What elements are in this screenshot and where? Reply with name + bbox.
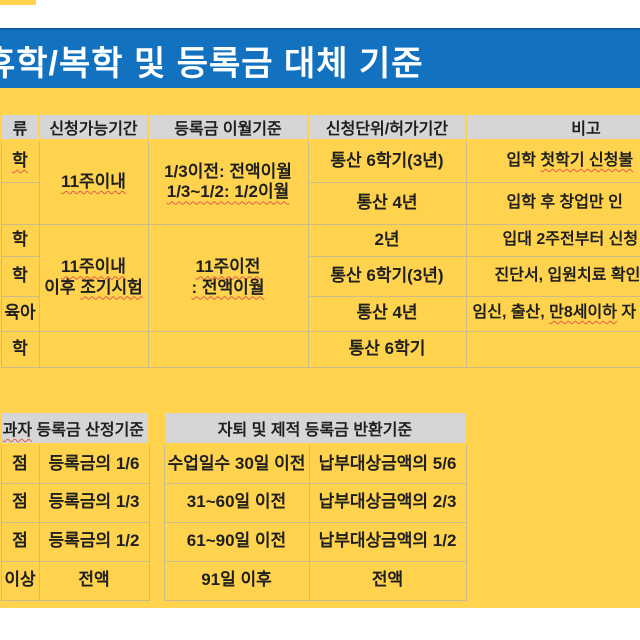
cell-application-period: 11주이내 이후 조기시험	[38, 223, 149, 332]
header-note: 비고	[465, 113, 640, 141]
header-unit-permit-period: 신청단위/허가기간	[307, 113, 467, 141]
leave-return-criteria-table: 류 신청가능기간 등록금 이월기준 신청단위/허가기간 비고 학 11주이내 1…	[0, 113, 640, 368]
cell-type: 학	[0, 223, 40, 257]
cell-tuition-carryover: 1/3이전: 전액이월 1/3~1/2: 1/2이월	[147, 139, 309, 225]
top-yellow-sliver	[0, 0, 36, 5]
table-row: 점 등록금의 1/3	[0, 482, 150, 523]
header-type: 류	[0, 113, 40, 141]
refund-table-title: 자퇴 및 제적 등록금 반환기준	[162, 411, 468, 445]
cell-type: 학	[0, 330, 40, 368]
cell-period: 수업일수 30일 이전	[163, 443, 310, 484]
table-row: 점 등록금의 1/6	[0, 443, 150, 484]
calc-table-title: 과자 등록금 산정기준	[0, 411, 151, 445]
table-row: 수업일수 30일 이전 납부대상금액의 5/6	[163, 443, 467, 484]
cell-type: 학	[0, 255, 40, 297]
tuition-refund-table: 자퇴 및 제적 등록금 반환기준 수업일수 30일 이전 납부대상금액의 5/6…	[162, 411, 468, 601]
cell-note: 입대 2주전부터 신청	[465, 223, 640, 257]
cell-note: 진단서, 입원치료 확인	[465, 255, 640, 297]
cell-refund-amount: 전액	[308, 560, 467, 601]
cell-credit-range: 점	[0, 521, 40, 562]
table-row: 31~60일 이전 납부대상금액의 2/3	[163, 482, 467, 523]
table-row: 61~90일 이전 납부대상금액의 1/2	[163, 521, 467, 562]
table-row: 학 11주이내 이후 조기시험 11주이전 : 전액이월 2년 입대 2주전부터…	[0, 223, 640, 332]
cell-unit: 통산 6학기(3년)	[307, 255, 467, 297]
cell-note: 임신, 출산, 만8세이하 자	[465, 295, 640, 332]
table-header-row: 자퇴 및 제적 등록금 반환기준	[162, 411, 468, 445]
table-row: 점 등록금의 1/2	[0, 521, 150, 562]
cell-period: 61~90일 이전	[163, 521, 310, 562]
header-tuition-carryover: 등록금 이월기준	[147, 113, 309, 141]
table-header-row: 과자 등록금 산정기준	[0, 411, 151, 445]
cell-refund-amount: 납부대상금액의 1/2	[308, 521, 467, 562]
cell-note: 입학 후 창업만 인	[465, 181, 640, 225]
table-row: 학 11주이내 1/3이전: 전액이월 1/3~1/2: 1/2이월 통산 6학…	[0, 139, 640, 225]
cell-unit: 2년	[307, 223, 467, 257]
cell-tuition-carryover: 11주이전 : 전액이월	[147, 223, 309, 332]
cell-period: 91일 이후	[163, 560, 310, 601]
table-header-row: 류 신청가능기간 등록금 이월기준 신청단위/허가기간 비고	[0, 113, 640, 141]
cell-tuition-amount: 등록금의 1/3	[38, 482, 150, 523]
cell-unit: 통산 4년	[307, 181, 467, 225]
cell-type: 육아	[0, 295, 40, 332]
cell-credit-range: 이상	[0, 560, 40, 601]
cell-tuition-amount: 등록금의 1/2	[38, 521, 150, 562]
cell-unit: 통산 4년	[307, 295, 467, 332]
cell-unit: 통산 6학기(3년)	[307, 139, 467, 183]
tuition-calculation-table: 과자 등록금 산정기준 점 등록금의 1/6 점 등록금의 1/3 점 등록금의…	[0, 411, 151, 601]
title-banner: 휴학/복학 및 등록금 대체 기준	[0, 28, 640, 92]
table-row: 이상 전액	[0, 560, 150, 601]
cell-application-period	[38, 330, 149, 368]
cell-type: 학	[0, 139, 40, 183]
cell-credit-range: 점	[0, 482, 40, 523]
cell-tuition-carryover	[147, 330, 309, 368]
table-row: 학 통산 6학기(3년) 진단서, 입원치료 확인	[0, 255, 640, 297]
cell-note	[465, 330, 640, 368]
cell-unit: 통산 6학기	[307, 330, 467, 368]
cell-refund-amount: 납부대상금액의 5/6	[308, 443, 467, 484]
header-application-period: 신청가능기간	[38, 113, 149, 141]
cell-type	[0, 181, 40, 225]
cell-period: 31~60일 이전	[163, 482, 310, 523]
table-row: 육아 통산 4년 임신, 출산, 만8세이하 자	[0, 295, 640, 332]
cell-tuition-amount: 전액	[38, 560, 150, 601]
page-title: 휴학/복학 및 등록금 대체 기준	[0, 44, 424, 83]
cell-note: 입학 첫학기 신청불	[465, 139, 640, 183]
cell-tuition-amount: 등록금의 1/6	[38, 443, 150, 484]
table-row: 학 통산 6학기	[0, 330, 640, 368]
table-row: 91일 이후 전액	[163, 560, 467, 601]
cell-refund-amount: 납부대상금액의 2/3	[308, 482, 467, 523]
bottom-white-margin	[0, 608, 640, 640]
cell-credit-range: 점	[0, 443, 40, 484]
cell-application-period: 11주이내	[38, 139, 149, 225]
